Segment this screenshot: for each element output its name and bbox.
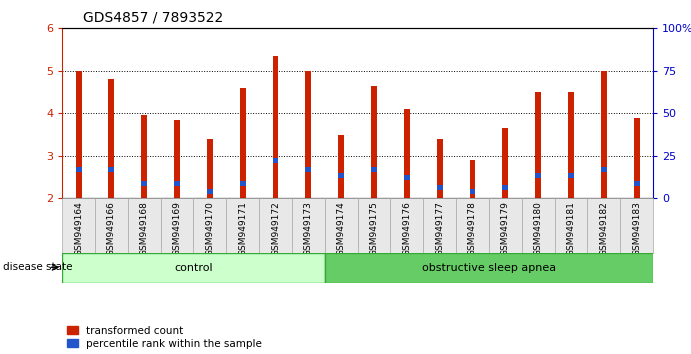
Bar: [568, 92, 574, 198]
FancyBboxPatch shape: [292, 198, 325, 253]
Text: GSM949179: GSM949179: [501, 201, 510, 256]
Bar: [272, 56, 278, 198]
FancyBboxPatch shape: [489, 198, 522, 253]
FancyBboxPatch shape: [227, 198, 259, 253]
Bar: [240, 181, 246, 186]
FancyBboxPatch shape: [193, 198, 227, 253]
Bar: [404, 175, 410, 181]
Text: GSM949181: GSM949181: [567, 201, 576, 256]
Bar: [207, 189, 213, 194]
Bar: [437, 139, 443, 198]
Bar: [371, 86, 377, 198]
Text: obstructive sleep apnea: obstructive sleep apnea: [422, 263, 556, 273]
Text: control: control: [174, 263, 213, 273]
Text: GSM949180: GSM949180: [533, 201, 542, 256]
Bar: [240, 88, 246, 198]
Text: GSM949169: GSM949169: [173, 201, 182, 256]
Bar: [535, 173, 541, 178]
Legend: transformed count, percentile rank within the sample: transformed count, percentile rank withi…: [68, 326, 262, 349]
FancyBboxPatch shape: [325, 253, 653, 283]
FancyBboxPatch shape: [358, 198, 390, 253]
Text: GSM949164: GSM949164: [74, 201, 83, 256]
FancyBboxPatch shape: [555, 198, 587, 253]
FancyBboxPatch shape: [62, 253, 325, 283]
Bar: [634, 181, 640, 186]
FancyBboxPatch shape: [423, 198, 456, 253]
FancyBboxPatch shape: [325, 198, 358, 253]
FancyBboxPatch shape: [522, 198, 555, 253]
Bar: [502, 185, 509, 190]
FancyBboxPatch shape: [128, 198, 160, 253]
Bar: [305, 167, 312, 172]
Bar: [305, 71, 312, 198]
Text: GDS4857 / 7893522: GDS4857 / 7893522: [83, 11, 223, 25]
Text: GSM949174: GSM949174: [337, 201, 346, 256]
Text: GSM949183: GSM949183: [632, 201, 641, 256]
Text: GSM949172: GSM949172: [271, 201, 280, 256]
Bar: [174, 181, 180, 186]
Text: GSM949175: GSM949175: [370, 201, 379, 256]
Text: GSM949166: GSM949166: [107, 201, 116, 256]
Bar: [272, 158, 278, 164]
Bar: [568, 173, 574, 178]
Bar: [535, 92, 541, 198]
Bar: [502, 128, 509, 198]
FancyBboxPatch shape: [390, 198, 423, 253]
Text: disease state: disease state: [3, 262, 73, 272]
Bar: [371, 167, 377, 172]
Bar: [469, 189, 475, 194]
Bar: [600, 71, 607, 198]
Bar: [108, 167, 115, 172]
FancyBboxPatch shape: [95, 198, 128, 253]
Text: GSM949171: GSM949171: [238, 201, 247, 256]
Bar: [108, 79, 115, 198]
Bar: [338, 173, 344, 178]
FancyBboxPatch shape: [62, 198, 95, 253]
Text: GSM949177: GSM949177: [435, 201, 444, 256]
Text: GSM949176: GSM949176: [402, 201, 411, 256]
FancyBboxPatch shape: [160, 198, 193, 253]
Bar: [141, 115, 147, 198]
Text: GSM949170: GSM949170: [205, 201, 214, 256]
Bar: [469, 160, 475, 198]
FancyBboxPatch shape: [587, 198, 621, 253]
Bar: [404, 109, 410, 198]
FancyBboxPatch shape: [456, 198, 489, 253]
Text: GSM949178: GSM949178: [468, 201, 477, 256]
Bar: [174, 120, 180, 198]
Bar: [600, 167, 607, 172]
Text: GSM949173: GSM949173: [304, 201, 313, 256]
Bar: [207, 139, 213, 198]
Text: GSM949182: GSM949182: [599, 201, 608, 256]
Bar: [437, 185, 443, 190]
Bar: [75, 167, 82, 172]
Bar: [141, 181, 147, 186]
Bar: [634, 118, 640, 198]
Bar: [75, 71, 82, 198]
FancyBboxPatch shape: [259, 198, 292, 253]
FancyBboxPatch shape: [621, 198, 653, 253]
Bar: [338, 135, 344, 198]
Text: GSM949168: GSM949168: [140, 201, 149, 256]
